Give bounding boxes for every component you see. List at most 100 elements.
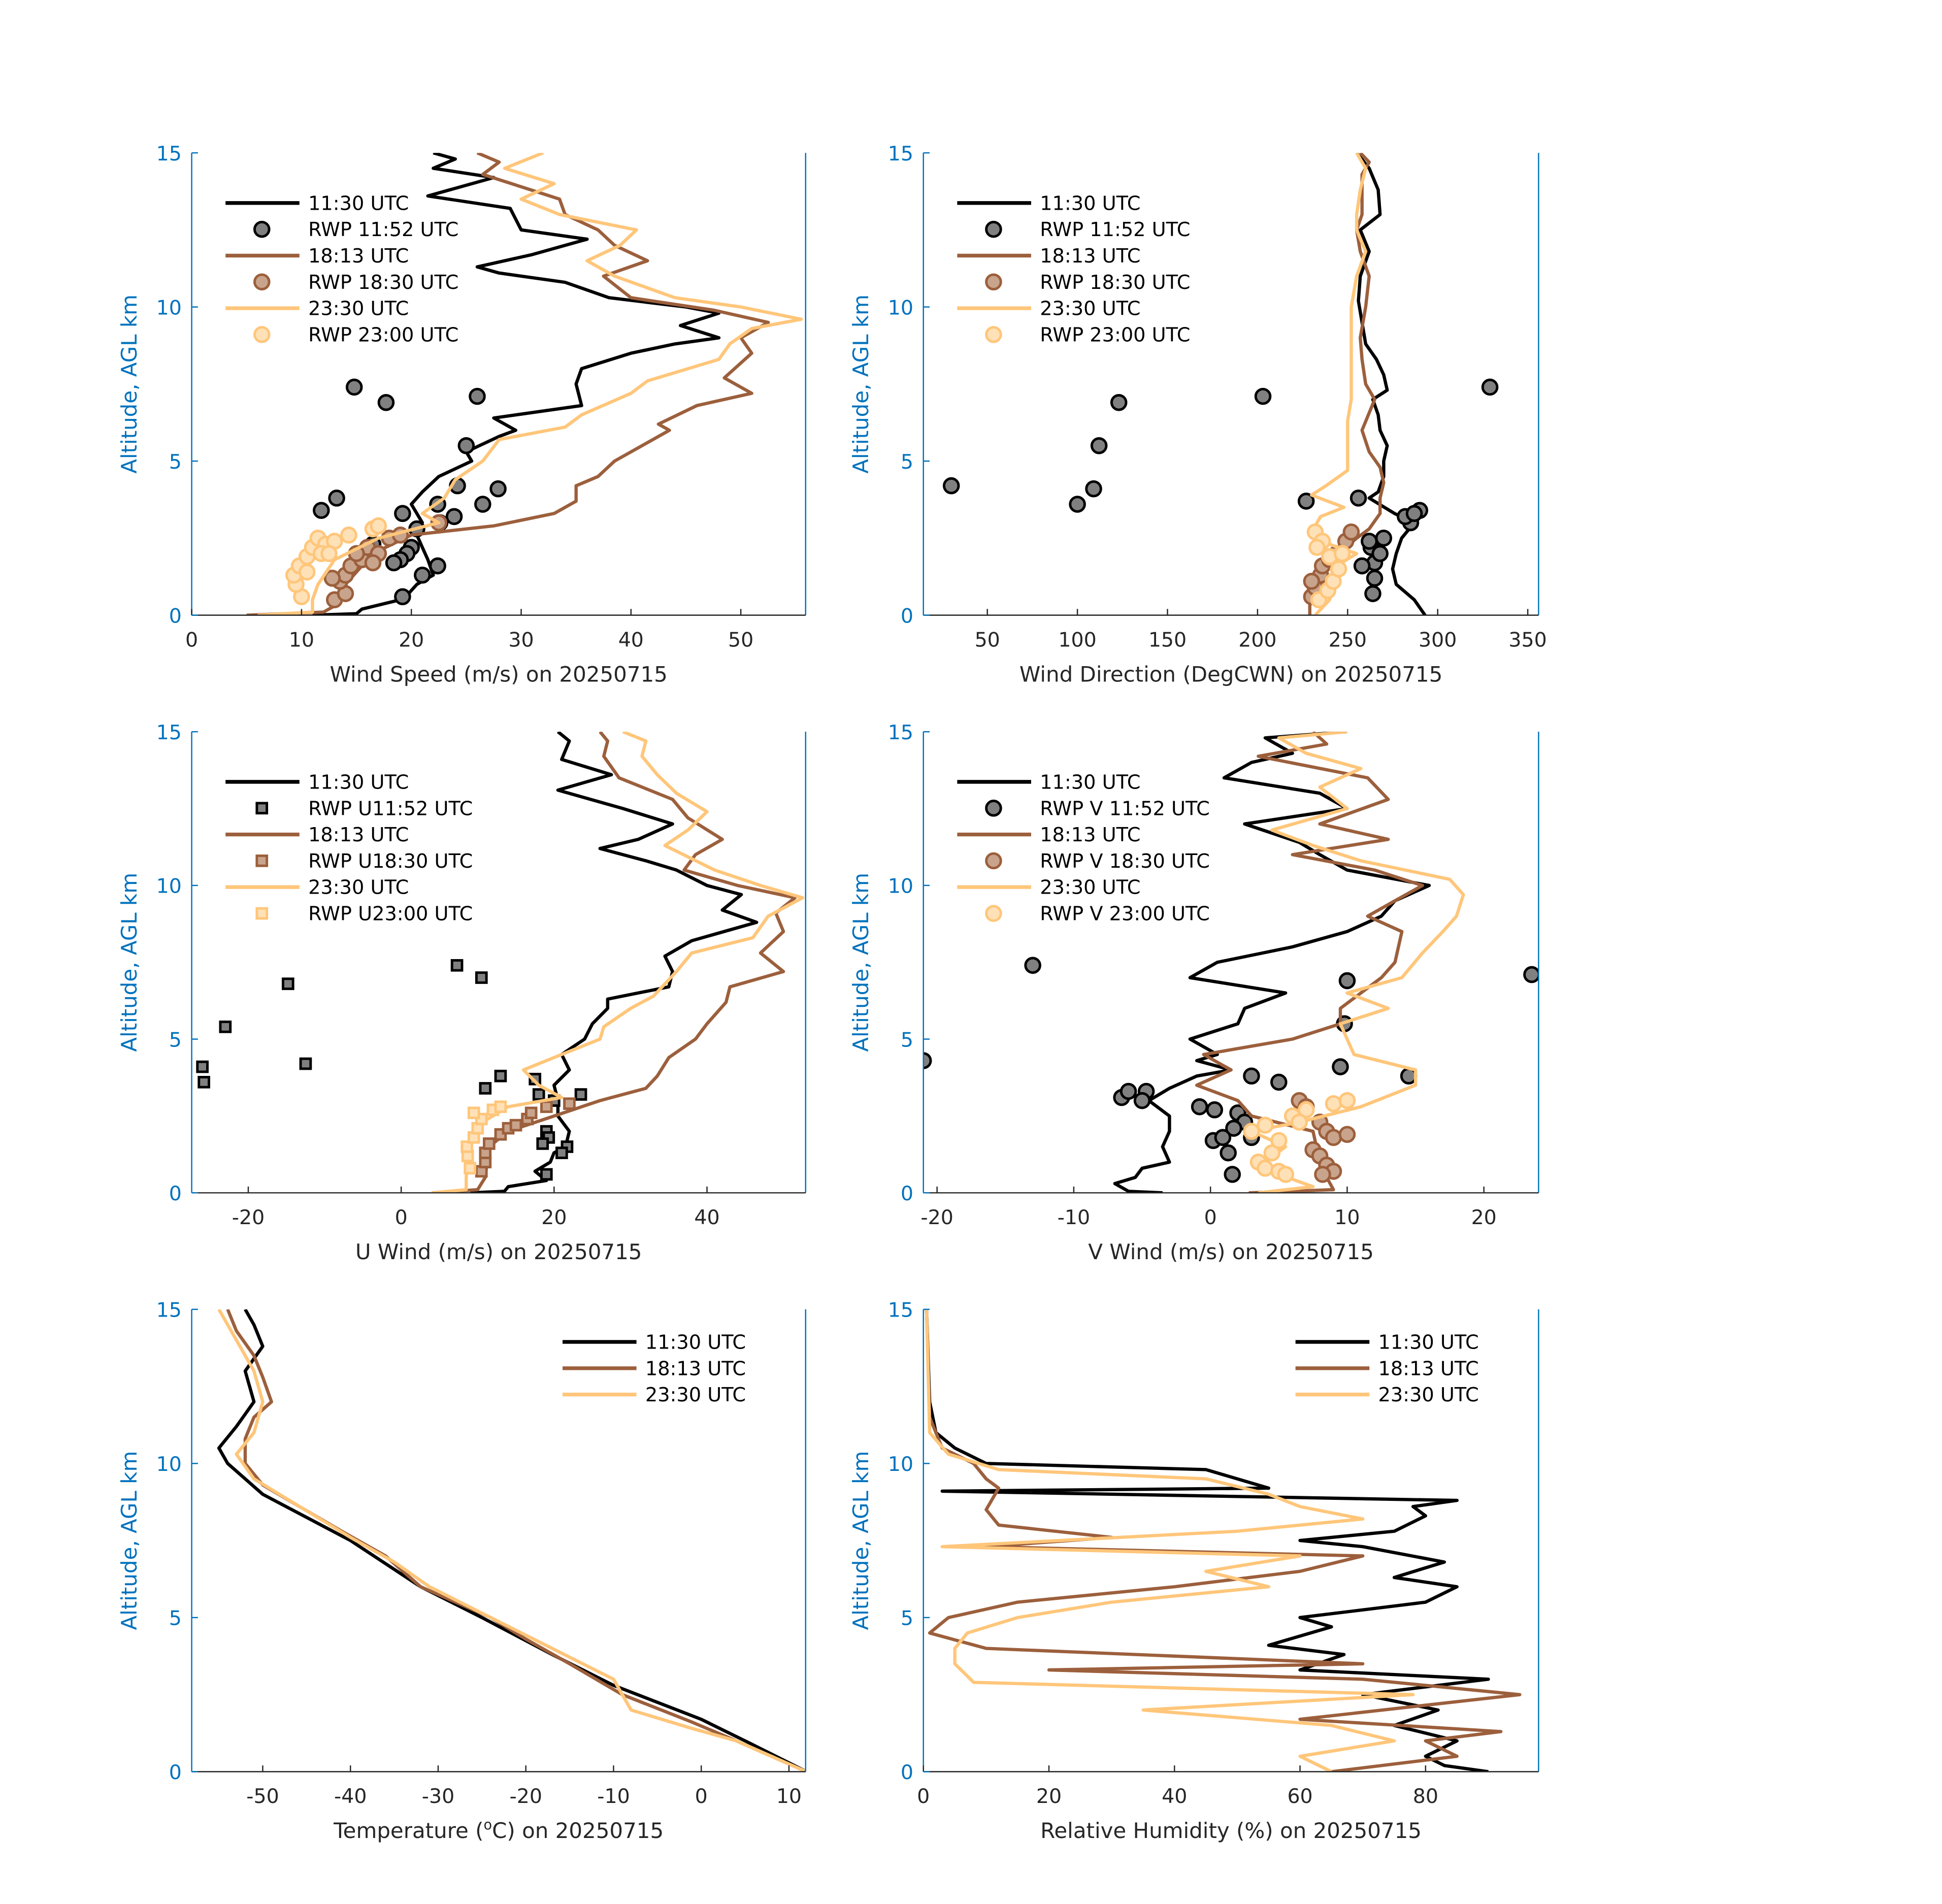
y-axis-label: Altitude, AGL km xyxy=(117,873,142,1052)
data-point xyxy=(563,1097,576,1110)
x-tick-label: -50 xyxy=(246,1785,279,1808)
data-point xyxy=(1133,1092,1151,1109)
legend-label: RWP U23:00 UTC xyxy=(308,903,473,926)
legend-marker-swatch xyxy=(253,326,271,343)
plot-area xyxy=(925,1309,1522,1772)
x-tick-label: 10 xyxy=(776,1785,802,1808)
plot-area xyxy=(246,153,803,615)
legend-label: 11:30 UTC xyxy=(1378,1331,1479,1354)
data-point xyxy=(1361,533,1378,550)
profile-line xyxy=(246,153,770,615)
legend-label: 18:13 UTC xyxy=(1040,824,1140,846)
x-axis-label-part: C) on 20250715 xyxy=(492,1818,664,1843)
legend-item: 23:30 UTC xyxy=(225,876,409,899)
x-tick-label: 40 xyxy=(1162,1785,1187,1808)
data-point xyxy=(1364,585,1381,602)
x-tick-label: -10 xyxy=(597,1785,630,1808)
x-axis-label-part: Wind Speed (m/s) on 20250715 xyxy=(330,662,667,686)
legend-label: 11:30 UTC xyxy=(308,192,409,215)
legend-item: RWP U23:00 UTC xyxy=(255,903,473,926)
x-tick-label: 0 xyxy=(185,628,198,651)
data-point xyxy=(429,557,446,575)
legend-item: RWP 11:52 UTC xyxy=(985,218,1191,241)
y-axis-label: Altitude, AGL km xyxy=(848,873,873,1052)
data-point xyxy=(494,1069,507,1082)
y-tick-label: 5 xyxy=(901,1028,913,1052)
legend-marker-swatch xyxy=(255,907,269,920)
series-11-30-utc xyxy=(470,732,759,1193)
x-tick-label: 0 xyxy=(1204,1206,1217,1229)
legend-item: 11:30 UTC xyxy=(225,192,409,215)
y-tick-label: 10 xyxy=(888,296,913,319)
y-tick-label: 10 xyxy=(156,1453,182,1476)
legend-label: 18:13 UTC xyxy=(645,1357,746,1380)
data-point xyxy=(1371,545,1389,563)
legend-item: 18:13 UTC xyxy=(225,824,409,846)
x-axis-label-part: Temperature ( xyxy=(333,1818,483,1843)
y-tick-label: 5 xyxy=(901,1607,913,1630)
y-tick-label: 5 xyxy=(901,450,913,474)
y-tick-label: 10 xyxy=(156,296,182,319)
data-point xyxy=(555,1146,568,1159)
legend-item: 11:30 UTC xyxy=(563,1331,746,1354)
legend: 11:30 UTC 18:13 UTC 23:30 UTC xyxy=(563,1331,746,1406)
y-tick-label: 5 xyxy=(169,1028,182,1052)
x-axis-label: U Wind (m/s) on 20250715 xyxy=(355,1239,642,1264)
y-axis-label: Altitude, AGL km xyxy=(848,294,873,474)
data-point xyxy=(340,527,357,544)
legend-item: RWP V 18:30 UTC xyxy=(985,850,1210,873)
data-point xyxy=(474,496,491,513)
legend-label: 11:30 UTC xyxy=(645,1331,746,1354)
legend-item: 18:13 UTC xyxy=(957,245,1140,268)
data-point xyxy=(198,1076,210,1089)
legend-item: RWP V 23:00 UTC xyxy=(985,903,1210,926)
legend-item: 18:13 UTC xyxy=(957,824,1140,846)
data-point xyxy=(482,1137,496,1150)
y-tick-label: 0 xyxy=(169,1182,182,1205)
y-axis-label: Altitude, AGL km xyxy=(117,294,142,474)
data-point xyxy=(1314,1166,1331,1183)
x-tick-label: 250 xyxy=(1329,628,1367,651)
legend-label: 23:30 UTC xyxy=(645,1384,746,1406)
legend-label: 23:30 UTC xyxy=(1378,1384,1479,1406)
data-point xyxy=(299,1057,312,1070)
data-point xyxy=(467,1106,480,1120)
data-point xyxy=(298,563,316,581)
x-tick-label: 20 xyxy=(541,1206,567,1229)
plot-area xyxy=(923,732,1539,1193)
data-point xyxy=(1291,1113,1308,1131)
series-23-30-utc xyxy=(1249,732,1465,1193)
x-tick-label: 50 xyxy=(728,628,753,651)
data-point xyxy=(457,437,475,454)
data-point xyxy=(464,1162,477,1175)
data-point xyxy=(1325,1129,1342,1146)
profile-line xyxy=(925,1309,1490,1772)
x-tick-label: 10 xyxy=(1334,1206,1360,1229)
legend-label: RWP 18:30 UTC xyxy=(1040,271,1190,294)
data-point xyxy=(532,1088,545,1101)
x-tick-label: 20 xyxy=(399,628,424,651)
y-tick-label: 10 xyxy=(156,875,182,898)
u-wind-panel: -20 0 20 40 0 5 10 15 U Wind (m/s) on 20250715 Al… xyxy=(117,721,806,1264)
legend: 11:30 UTC 18:13 UTC 23:30 UTC xyxy=(1295,1331,1479,1406)
data-point xyxy=(1342,523,1360,541)
legend-label: 11:30 UTC xyxy=(308,771,409,794)
x-tick-label: 350 xyxy=(1508,628,1546,651)
x-tick-label: -20 xyxy=(232,1206,265,1229)
y-tick-label: 15 xyxy=(888,1299,913,1322)
wind-speed-panel: 0 10 20 30 40 50 0 5 10 15 Wind Speed (m/s) on 202… xyxy=(117,142,806,686)
data-point xyxy=(524,1106,538,1120)
legend-label: 11:30 UTC xyxy=(1040,771,1140,794)
y-tick-label: 15 xyxy=(888,721,913,744)
data-point xyxy=(1243,1067,1260,1085)
x-tick-label: 0 xyxy=(395,1206,408,1229)
plot-area xyxy=(196,732,805,1193)
series-23-30-utc xyxy=(217,1309,806,1772)
data-point xyxy=(574,1088,587,1101)
data-point xyxy=(1338,1092,1356,1109)
series-rwp-u11-52-utc xyxy=(196,959,587,1181)
series-18-13-utc xyxy=(925,1309,1522,1772)
legend: 11:30 UTC RWP V 11:52 UTC 18:13 UTC RWP V 1… xyxy=(957,771,1210,926)
legend-marker-swatch xyxy=(253,273,271,291)
data-point xyxy=(536,1137,549,1150)
